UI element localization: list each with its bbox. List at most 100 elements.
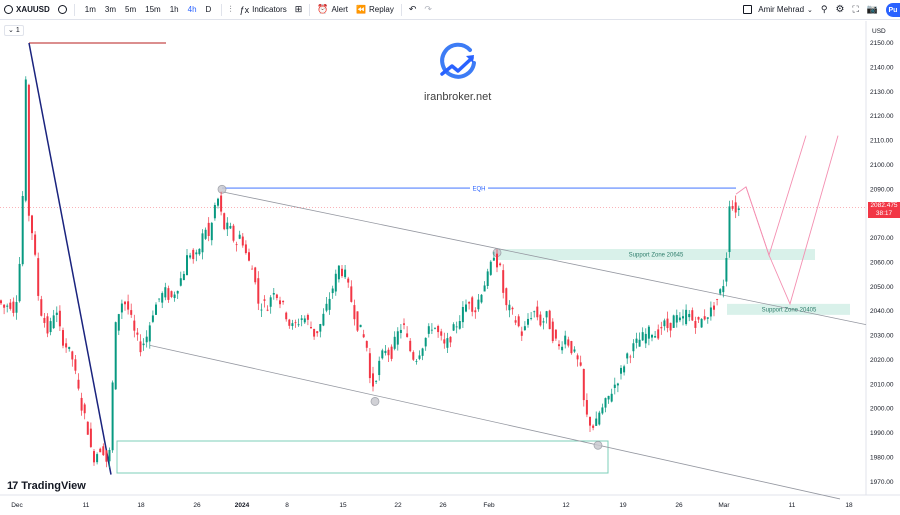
candle — [279, 296, 281, 309]
price-chart[interactable]: USD 1970.00 1980.00 1990.00 2000.00 2010.00 20… — [0, 21, 900, 515]
projection-path-a — [735, 135, 839, 306]
candle — [347, 276, 350, 288]
candle — [511, 306, 514, 315]
candle — [130, 303, 133, 318]
legend-toggle[interactable]: ⌄ 1 — [4, 25, 24, 36]
timeframe-5m[interactable]: 5m — [125, 5, 137, 14]
candle — [80, 392, 83, 416]
candle — [0, 299, 2, 306]
candle — [229, 222, 232, 230]
candles-group — [0, 76, 740, 469]
candle — [207, 217, 210, 242]
candle — [344, 265, 347, 279]
candle — [387, 347, 390, 362]
alarm-clock-icon: ⏰ — [317, 4, 329, 14]
undo-button[interactable]: ↶ — [405, 0, 421, 20]
settings-button[interactable]: ⚙ — [832, 0, 849, 20]
candle — [151, 310, 154, 324]
candle — [368, 348, 371, 384]
candle — [105, 450, 108, 468]
replay-label: Replay — [368, 5, 394, 14]
candle — [322, 308, 325, 327]
candle — [418, 350, 421, 361]
candle — [145, 330, 148, 348]
price-tick-label: 1970.00 — [870, 479, 894, 486]
candle — [282, 300, 285, 305]
candle — [294, 319, 297, 328]
candle — [623, 364, 626, 376]
quick-search-button[interactable]: ⚲ — [817, 0, 832, 20]
last-price-label: 2082.475 38:17 — [868, 201, 900, 218]
rewind-icon: ⏪ — [356, 5, 366, 14]
price-tick-label: 1980.00 — [870, 454, 894, 461]
candle — [238, 230, 241, 240]
price-tick-label: 2060.00 — [870, 259, 894, 266]
candle — [210, 221, 213, 246]
timeframe-d[interactable]: D — [205, 5, 212, 14]
candle — [71, 350, 74, 367]
candle — [365, 340, 368, 352]
candle — [102, 443, 105, 456]
replay-button[interactable]: ⏪ Replay — [352, 0, 398, 20]
symbol-search-button[interactable]: XAUUSD — [0, 0, 54, 20]
timeframe-1m[interactable]: 1m — [84, 5, 96, 14]
candle — [62, 327, 64, 349]
candle — [15, 295, 18, 320]
candle — [421, 347, 424, 361]
tradingview-logo[interactable]: 17 TradingView — [7, 480, 86, 492]
price-tick-label: 2040.00 — [870, 308, 894, 315]
candle — [403, 318, 405, 330]
candle — [393, 331, 396, 351]
candle — [523, 321, 526, 332]
price-tick-label: 2090.00 — [870, 186, 894, 193]
support-zone-lower-label: Support Zone 20405 — [762, 307, 817, 313]
candle — [316, 331, 319, 337]
candle — [226, 217, 229, 237]
candle — [709, 301, 712, 321]
price-tick-label: 2140.00 — [870, 64, 894, 71]
indicators-button[interactable]: ƒx Indicators — [236, 0, 291, 20]
candle — [334, 269, 337, 296]
compare-symbol-button[interactable] — [54, 0, 71, 20]
layout-name-button[interactable]: Amir Mehrad ⌄ — [739, 0, 817, 20]
candle — [706, 317, 709, 324]
candle — [378, 356, 381, 381]
candle — [576, 353, 579, 367]
candle — [37, 252, 40, 301]
candle — [492, 251, 495, 262]
timeframe-3m[interactable]: 3m — [104, 5, 117, 14]
bar-countdown: 38:17 — [875, 209, 893, 217]
candle — [244, 240, 247, 255]
alert-button[interactable]: ⏰ Alert — [313, 0, 352, 20]
candle — [18, 256, 21, 303]
price-tick-label: 2010.00 — [870, 381, 894, 388]
publish-button[interactable]: Pu — [886, 3, 900, 17]
candle — [613, 377, 616, 395]
candle — [331, 285, 334, 299]
candle — [703, 309, 706, 321]
candle — [306, 313, 309, 326]
candle — [86, 421, 89, 435]
watermark-site: iranbroker.net — [424, 91, 492, 103]
candle — [275, 293, 278, 301]
timeframe-1h[interactable]: 1h — [169, 5, 179, 14]
redo-button[interactable]: ↷ — [420, 0, 436, 20]
candle — [241, 233, 244, 248]
candle — [170, 290, 173, 299]
chart-type-button[interactable]: ⫶ — [225, 0, 235, 20]
layouts-button[interactable]: ⊞ — [291, 0, 307, 20]
candle — [489, 260, 492, 276]
candle — [161, 291, 164, 309]
checkbox-icon — [743, 5, 753, 14]
timeframe-4h[interactable]: 4h — [187, 5, 197, 14]
candle — [452, 322, 455, 332]
candle — [55, 306, 58, 323]
candle — [390, 344, 393, 362]
candle — [725, 252, 728, 287]
screenshot-button[interactable]: 📷 — [863, 0, 882, 20]
time-tick-label: 11 — [789, 502, 796, 509]
fullscreen-button[interactable]: ⛶ — [848, 0, 862, 20]
timeframe-15m[interactable]: 15m — [145, 5, 161, 14]
candle — [117, 313, 120, 336]
candle — [477, 294, 480, 312]
